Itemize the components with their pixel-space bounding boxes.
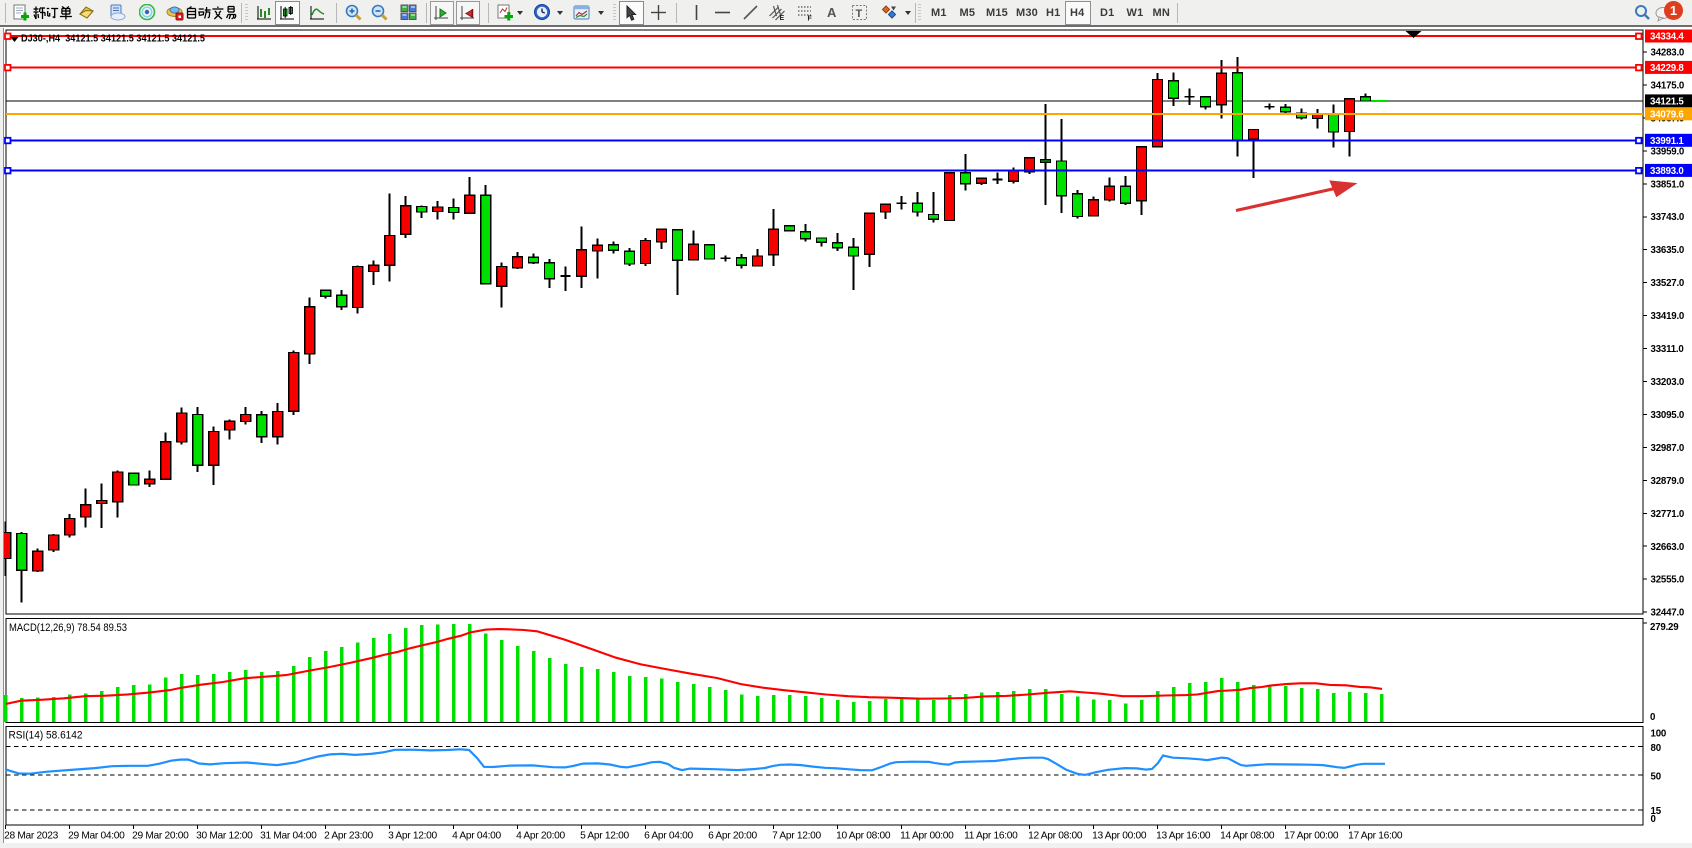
svg-text:32771.0: 32771.0 <box>1651 509 1685 520</box>
svg-text:33991.1: 33991.1 <box>1650 136 1684 147</box>
svg-text:7 Apr 12:00: 7 Apr 12:00 <box>772 831 821 842</box>
svg-text:29 Mar 20:00: 29 Mar 20:00 <box>132 831 189 842</box>
svg-text:T: T <box>856 8 863 20</box>
svg-text:13 Apr 00:00: 13 Apr 00:00 <box>1092 831 1147 842</box>
svg-text:17 Apr 16:00: 17 Apr 16:00 <box>1348 831 1403 842</box>
svg-text:32555.0: 32555.0 <box>1651 575 1685 586</box>
svg-text:30 Mar 12:00: 30 Mar 12:00 <box>196 831 253 842</box>
svg-text:RSI(14) 58.6142: RSI(14) 58.6142 <box>9 730 83 742</box>
svg-text:11 Apr 00:00: 11 Apr 00:00 <box>900 831 954 842</box>
svg-text:0: 0 <box>1650 712 1655 723</box>
svg-text:80: 80 <box>1651 743 1661 754</box>
svg-text:DJ30-,H4 34121.5 34121.5 3412: DJ30-,H4 34121.5 34121.5 34121.5 34121.5 <box>21 33 205 45</box>
svg-text:32447.0: 32447.0 <box>1651 608 1685 619</box>
svg-text:34283.0: 34283.0 <box>1651 48 1685 59</box>
svg-text:33959.0: 33959.0 <box>1651 146 1685 157</box>
svg-text:33635.0: 33635.0 <box>1651 245 1685 256</box>
svg-text:28 Mar 2023: 28 Mar 2023 <box>4 831 59 842</box>
svg-text:14 Apr 08:00: 14 Apr 08:00 <box>1220 831 1275 842</box>
svg-text:33311.0: 33311.0 <box>1651 344 1684 355</box>
svg-text:6 Apr 20:00: 6 Apr 20:00 <box>708 831 757 842</box>
svg-text:15: 15 <box>1651 806 1662 817</box>
svg-text:29 Mar 04:00: 29 Mar 04:00 <box>68 831 125 842</box>
svg-text:2 Apr 23:00: 2 Apr 23:00 <box>324 831 373 842</box>
svg-text:33851.0: 33851.0 <box>1651 179 1685 190</box>
svg-text:31 Mar 04:00: 31 Mar 04:00 <box>260 831 317 842</box>
svg-text:4 Apr 20:00: 4 Apr 20:00 <box>516 831 565 842</box>
svg-text:F: F <box>808 16 813 22</box>
svg-text:34334.4: 34334.4 <box>1650 32 1684 43</box>
svg-text:12 Apr 08:00: 12 Apr 08:00 <box>1028 831 1083 842</box>
svg-text:32663.0: 32663.0 <box>1651 542 1685 553</box>
svg-text:4 Apr 04:00: 4 Apr 04:00 <box>452 831 501 842</box>
svg-text:5 Apr 12:00: 5 Apr 12:00 <box>580 831 629 842</box>
svg-text:50: 50 <box>1651 771 1661 782</box>
svg-text:3 Apr 12:00: 3 Apr 12:00 <box>388 831 437 842</box>
svg-text:E: E <box>780 15 785 21</box>
svg-text:33743.0: 33743.0 <box>1651 212 1685 223</box>
svg-text:33893.0: 33893.0 <box>1650 166 1684 177</box>
svg-text:33419.0: 33419.0 <box>1651 311 1685 322</box>
svg-text:34121.5: 34121.5 <box>1650 96 1684 107</box>
svg-text:33527.0: 33527.0 <box>1651 278 1685 289</box>
svg-text:33095.0: 33095.0 <box>1651 410 1685 421</box>
svg-text:34175.0: 34175.0 <box>1651 81 1685 92</box>
svg-text:10 Apr 08:00: 10 Apr 08:00 <box>836 831 891 842</box>
svg-text:32987.0: 32987.0 <box>1651 443 1685 454</box>
svg-text:0: 0 <box>1651 814 1656 825</box>
svg-text:11 Apr 16:00: 11 Apr 16:00 <box>964 831 1018 842</box>
svg-text:13 Apr 16:00: 13 Apr 16:00 <box>1156 831 1211 842</box>
svg-text:100: 100 <box>1651 729 1667 740</box>
svg-text:279.29: 279.29 <box>1650 622 1679 633</box>
svg-text:17 Apr 00:00: 17 Apr 00:00 <box>1284 831 1339 842</box>
svg-text:32879.0: 32879.0 <box>1651 476 1685 487</box>
svg-text:6 Apr 04:00: 6 Apr 04:00 <box>644 831 693 842</box>
svg-text:MACD(12,26,9) 78.54 89.53: MACD(12,26,9) 78.54 89.53 <box>9 622 127 634</box>
svg-text:34229.8: 34229.8 <box>1650 63 1684 74</box>
svg-text:33203.0: 33203.0 <box>1651 377 1685 388</box>
svg-text:34079.6: 34079.6 <box>1650 109 1684 120</box>
